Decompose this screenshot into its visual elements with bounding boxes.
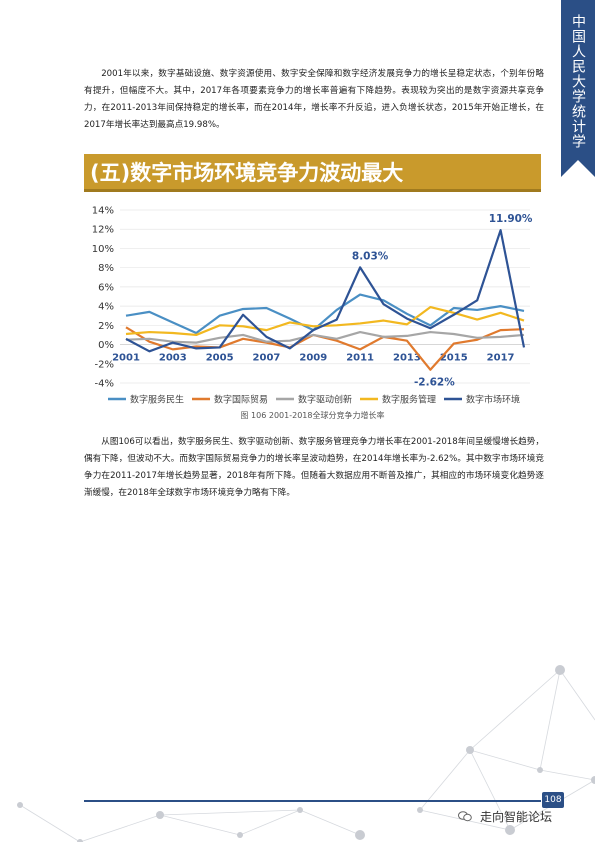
- series-line: [125, 229, 526, 353]
- intro-paragraph: 2001年以来，数字基础设施、数字资源使用、数字安全保障和数字经济发展竞争力的增…: [84, 69, 544, 130]
- y-tick-label: -4%: [95, 379, 114, 390]
- x-tick-label: 2015: [440, 353, 468, 364]
- series-line: [125, 293, 525, 335]
- legend-label: 数字服务民生: [130, 394, 184, 406]
- footer-brand: 走向智能论坛: [458, 808, 552, 825]
- analysis-paragraph: 从图106可以看出，数字服务民生、数字驱动创新、数字服务管理竞争力增长率在200…: [84, 437, 544, 498]
- y-tick-label: 10%: [92, 244, 114, 255]
- x-tick-label: 2003: [159, 353, 187, 364]
- data-label: 11.90%: [489, 213, 533, 225]
- network-decoration: [17, 665, 595, 842]
- footer-rule: [84, 800, 541, 802]
- data-label: -2.62%: [414, 377, 455, 389]
- legend-label: 数字市场环境: [466, 394, 520, 406]
- footer-brand-name: 走向智能论坛: [480, 810, 553, 824]
- growth-rate-chart: 14% 12% 10% 8% 6% 4% 2% 0% -2% -4% 2001 2003 2005 20…: [92, 206, 533, 406]
- x-tick-label: 2013: [393, 353, 421, 364]
- y-tick-label: 6%: [98, 282, 114, 293]
- chart-caption: 图 106 2001-2018全球分竞争力增长率: [240, 411, 385, 420]
- banner-underline: [84, 189, 541, 192]
- section-banner: (五)数字市场环境竞争力波动最大: [84, 154, 541, 192]
- y-tick-label: 12%: [92, 225, 114, 236]
- x-tick-label: 2007: [253, 353, 281, 364]
- y-tick-label: 4%: [98, 302, 114, 313]
- y-tick-label: 14%: [92, 206, 114, 217]
- section-title: (五)数字市场环境竞争力波动最大: [90, 161, 404, 185]
- x-tick-label: 2009: [299, 353, 327, 364]
- page-number: 108: [542, 792, 564, 808]
- side-tab-label: 中国人民大学统计学院: [536, 14, 586, 149]
- legend-label: 数字服务管理: [382, 394, 436, 406]
- series-line: [125, 330, 525, 344]
- legend-label: 数字驱动创新: [298, 394, 352, 406]
- y-tick-label: -2%: [95, 359, 114, 370]
- x-tick-label: 2005: [206, 353, 234, 364]
- data-label: 8.03%: [352, 250, 389, 262]
- x-tick-label: 2011: [346, 353, 374, 364]
- y-tick-label: 0%: [98, 340, 114, 351]
- x-tick-label: 2017: [487, 353, 515, 364]
- x-tick-label: 2001: [112, 353, 140, 364]
- y-tick-label: 8%: [98, 263, 114, 274]
- wechat-icon: [458, 811, 472, 822]
- side-tab: 中国人民大学统计学院: [536, 0, 595, 177]
- y-tick-label: 2%: [98, 321, 114, 332]
- legend-label: 数字国际贸易: [214, 394, 268, 406]
